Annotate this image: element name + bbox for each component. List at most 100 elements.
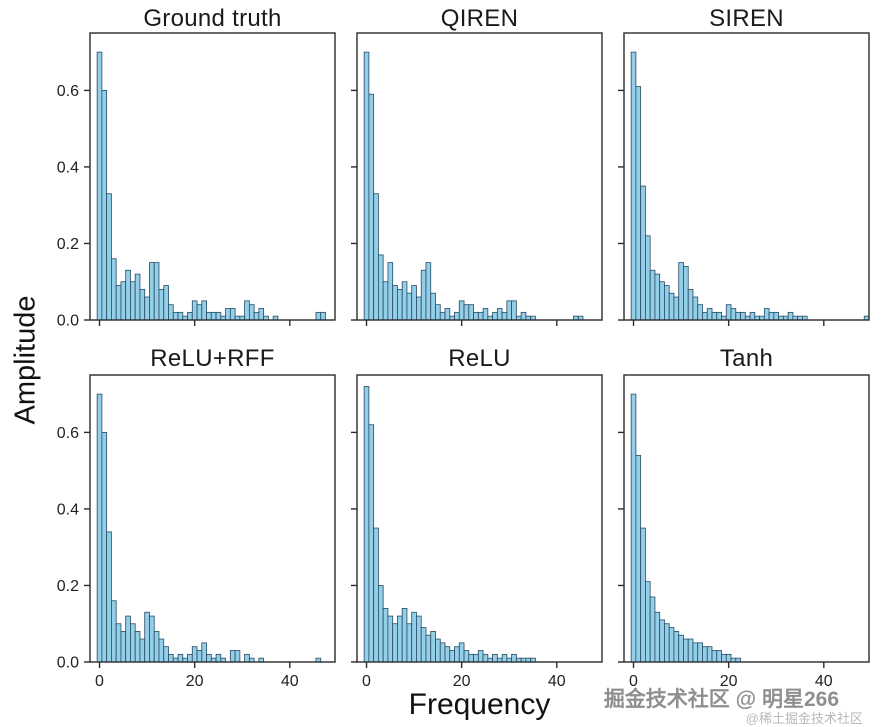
- histogram-bar: [172, 311, 179, 321]
- histogram-bar: [711, 311, 718, 321]
- histogram-bar: [458, 300, 465, 321]
- histogram-bar: [697, 304, 703, 321]
- histogram-bar: [706, 308, 713, 321]
- histogram-bar: [649, 269, 656, 321]
- x-tick-label: 20: [453, 673, 471, 690]
- histogram-bar: [115, 285, 122, 321]
- histogram-bar: [640, 527, 646, 663]
- histogram-bar: [425, 262, 432, 321]
- histogram-bar: [363, 386, 370, 663]
- histogram-bar: [477, 650, 484, 663]
- histogram-bar: [373, 527, 379, 663]
- histogram-bar: [673, 296, 680, 321]
- panel-tanh: 0 20 40: [618, 374, 870, 690]
- histogram-bar: [454, 646, 460, 663]
- panel-relu-rff: 0 20 40 0.0 0.2 0.4 0.6: [57, 374, 336, 690]
- histogram-bar: [702, 311, 708, 321]
- histogram-bar: [664, 623, 670, 663]
- histogram-bar: [435, 304, 441, 321]
- panel-border: [623, 32, 870, 321]
- histogram-bar: [697, 642, 703, 663]
- histogram-bar: [378, 585, 384, 663]
- histogram-bar: [191, 300, 198, 321]
- histogram-bar: [225, 308, 231, 321]
- histogram-bar: [401, 281, 408, 321]
- histogram-bar: [768, 311, 775, 321]
- histogram-bar: [673, 630, 680, 663]
- histogram-bar: [702, 646, 708, 663]
- histogram-bar: [191, 646, 198, 663]
- panel-qiren: [351, 32, 603, 326]
- histogram-bar: [201, 642, 207, 663]
- panel-border: [356, 32, 603, 321]
- y-tick-label: 0.6: [57, 83, 79, 100]
- histogram-bar: [111, 258, 117, 321]
- histogram-bar: [134, 630, 141, 663]
- histogram-bar: [406, 292, 413, 321]
- x-tick-label: 0: [95, 673, 104, 690]
- y-tick-label: 0.2: [57, 236, 79, 253]
- histogram-bar: [716, 650, 722, 663]
- histogram-bar: [511, 300, 517, 321]
- histogram-bar: [149, 262, 155, 321]
- histogram-bar: [692, 642, 699, 663]
- x-tick-label: 20: [720, 673, 738, 690]
- histogram-bar: [382, 608, 389, 663]
- histogram-bar: [392, 285, 398, 321]
- histogram-bar: [645, 581, 651, 663]
- histogram-bar: [458, 642, 465, 663]
- histogram-bar: [640, 185, 646, 321]
- histogram-bar: [635, 454, 642, 663]
- panel-relu: 0 20 40: [351, 374, 603, 690]
- histogram-bar: [416, 615, 422, 663]
- histogram-bar: [740, 311, 746, 321]
- y-tick-label: 0.4: [57, 501, 79, 518]
- histogram-bar: [106, 531, 112, 663]
- watermark-handle: @稀土掘金技术社区: [745, 711, 863, 726]
- histogram-bar: [439, 642, 446, 663]
- histogram-bar: [435, 638, 441, 663]
- histogram-bar: [215, 311, 222, 321]
- histogram-bar: [511, 653, 517, 663]
- panel-border: [89, 32, 336, 321]
- watermark-community: 掘金技术社区 @ 明星266: [603, 688, 839, 711]
- histogram-bar: [111, 600, 117, 663]
- histogram-bar: [144, 611, 150, 663]
- histogram-bar: [654, 273, 661, 321]
- histogram-bar: [454, 311, 460, 321]
- histogram-bar: [444, 646, 451, 663]
- histogram-bar: [387, 615, 394, 663]
- histogram-bar: [659, 281, 665, 321]
- histogram-bar: [168, 304, 174, 321]
- histogram-bar: [420, 269, 427, 321]
- x-tick-label: 40: [815, 673, 833, 690]
- histogram-bar: [735, 311, 741, 321]
- histogram-bar: [139, 638, 146, 663]
- histogram-bar: [363, 51, 370, 321]
- histogram-bar: [187, 311, 193, 321]
- histogram-bar: [139, 288, 146, 321]
- histogram-bar: [425, 634, 432, 663]
- histogram-bar: [711, 650, 718, 663]
- histogram-bar: [253, 311, 260, 321]
- histogram-bar: [730, 308, 737, 321]
- histogram-bar: [763, 308, 770, 321]
- histogram-bar: [177, 311, 184, 321]
- histogram-bar: [196, 650, 203, 663]
- histogram-bar: [411, 611, 417, 663]
- histogram-bar: [406, 623, 413, 663]
- histogram-bar: [168, 653, 174, 663]
- histogram-bar: [320, 311, 326, 321]
- histogram-bar: [635, 86, 642, 321]
- x-tick-label: 0: [629, 673, 638, 690]
- histogram-bar: [506, 300, 513, 321]
- histogram-bar: [687, 638, 694, 663]
- panel-title-ground-truth: Ground truth: [143, 5, 282, 32]
- histogram-bar: [382, 281, 389, 321]
- histogram-bar: [206, 311, 212, 321]
- histogram-bar: [196, 304, 203, 321]
- histogram-bar: [463, 650, 470, 663]
- histogram-bar: [244, 300, 250, 321]
- histogram-bar: [163, 646, 169, 663]
